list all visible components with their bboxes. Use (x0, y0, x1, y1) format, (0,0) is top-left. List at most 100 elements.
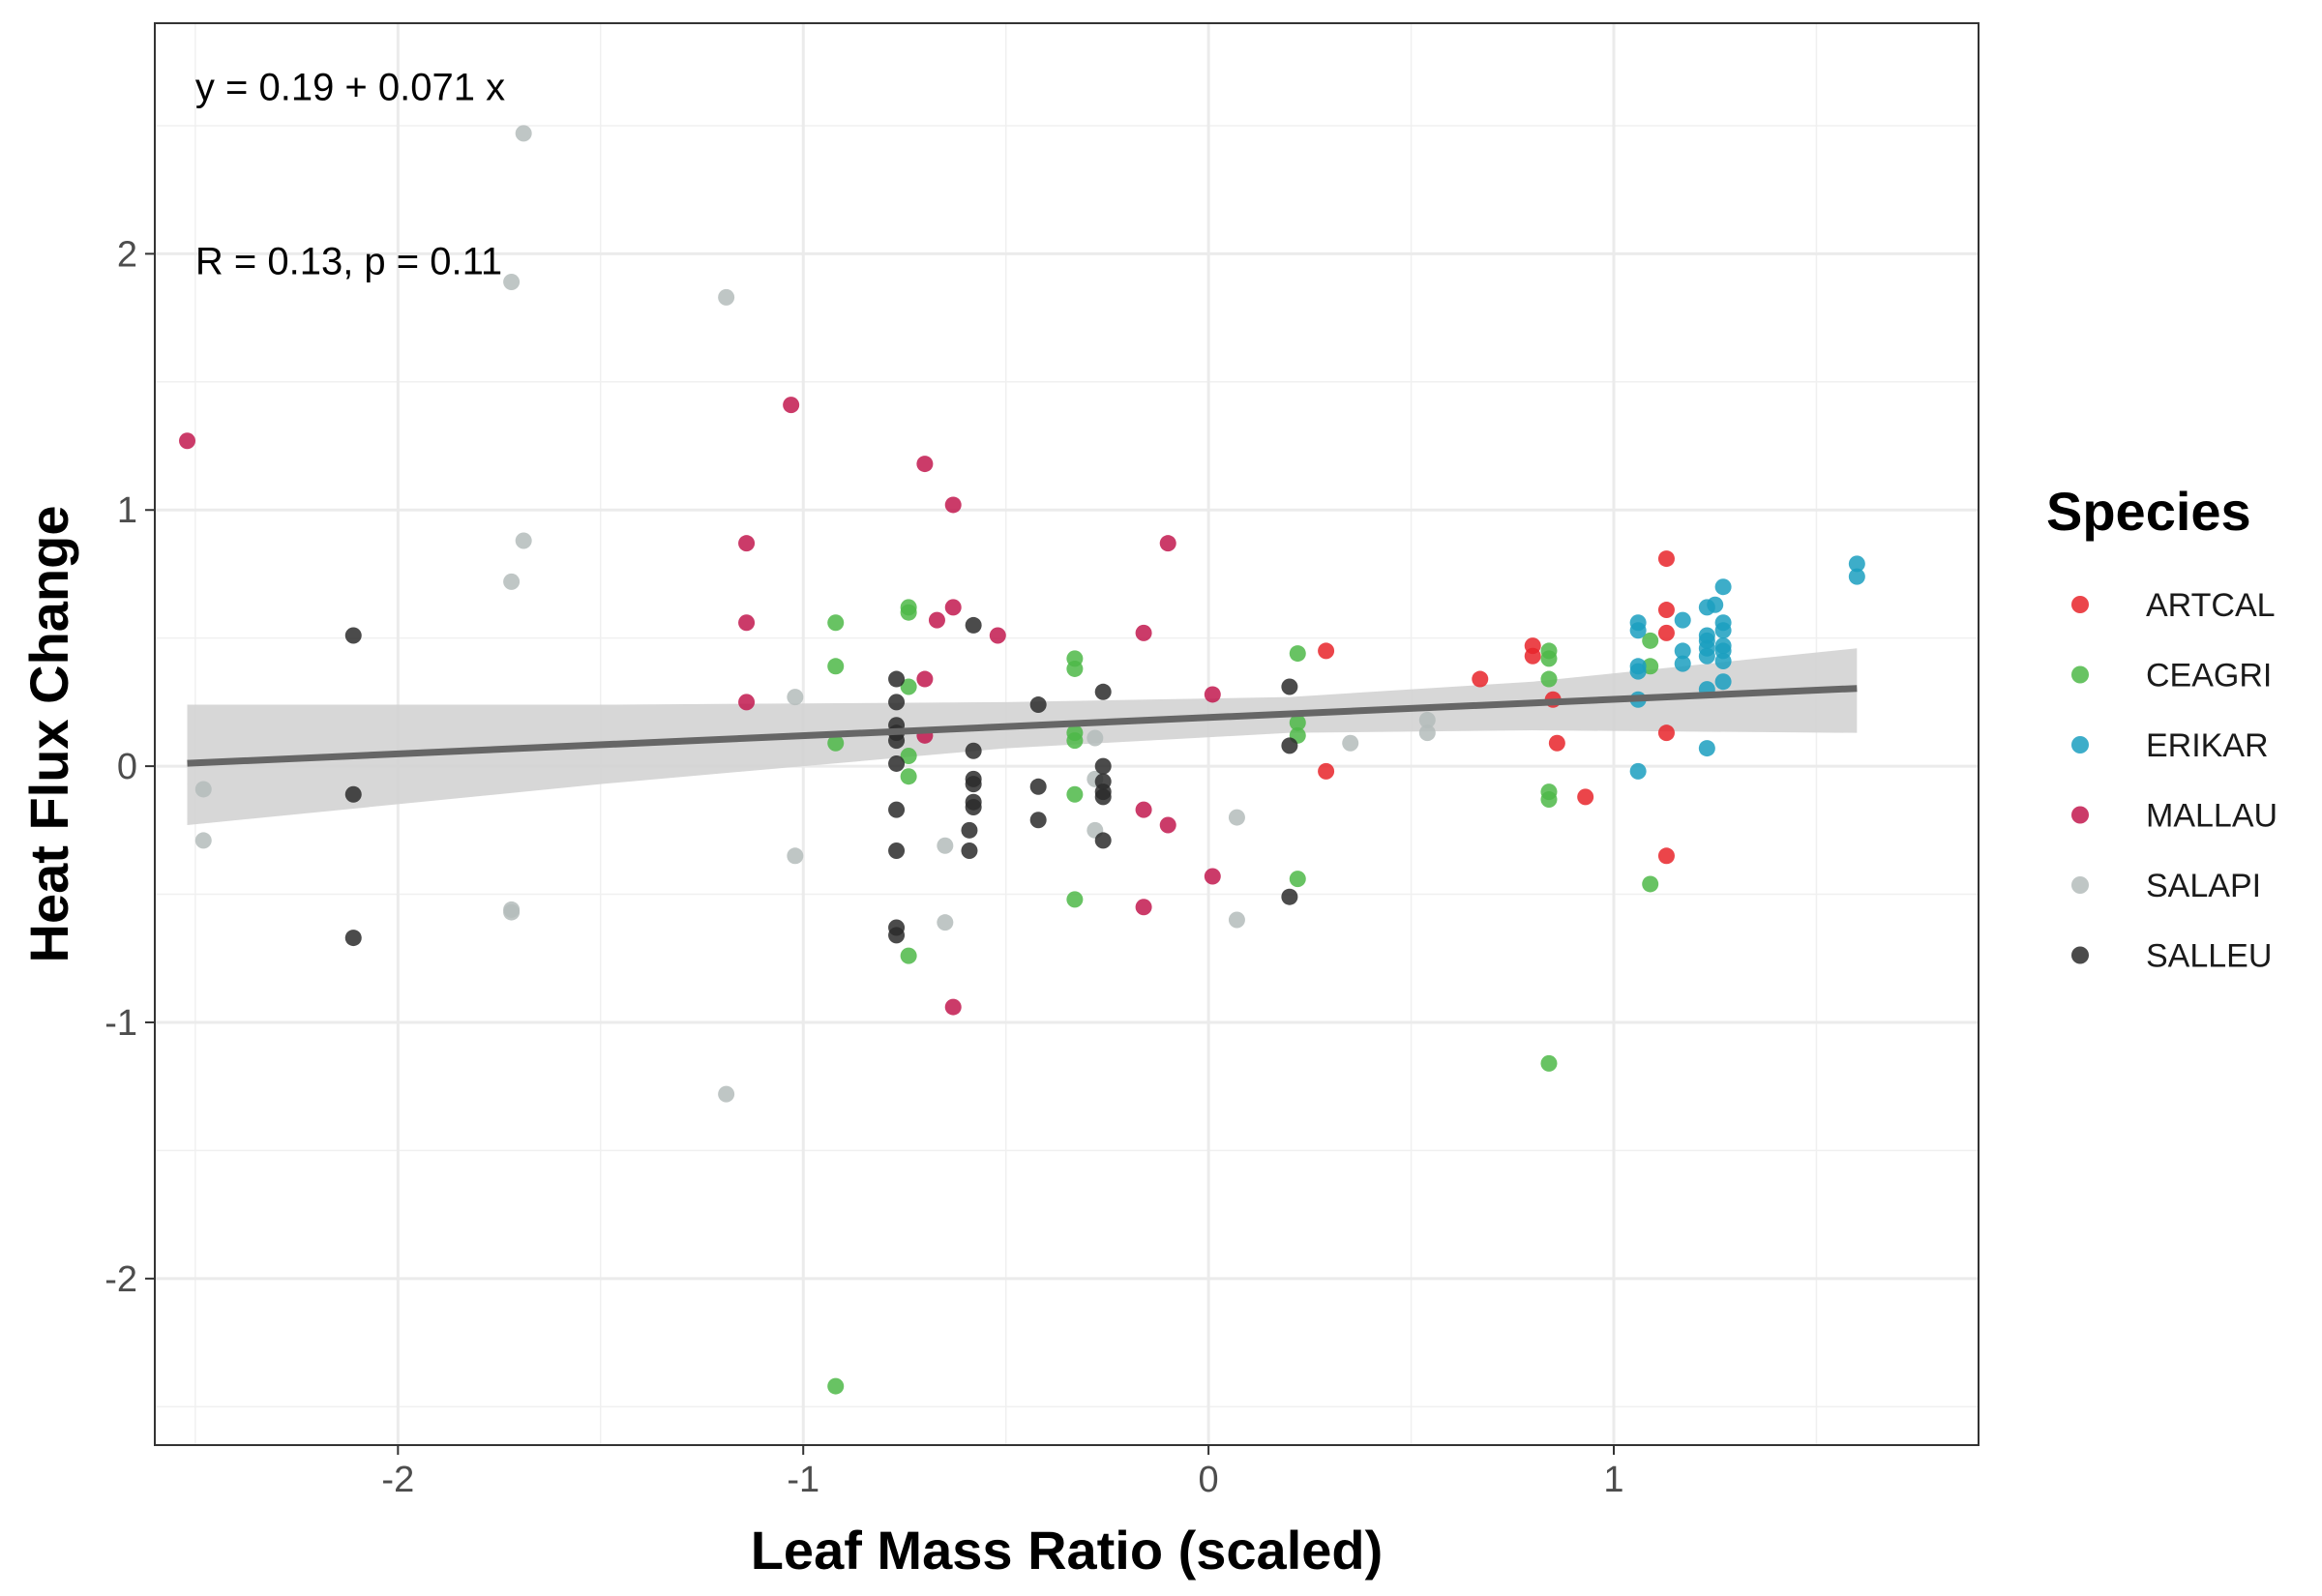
data-point (1281, 678, 1298, 695)
data-point (937, 914, 954, 931)
plot-panel-border (154, 22, 1980, 1446)
data-point (1698, 599, 1715, 616)
data-point (1714, 622, 1732, 639)
y-tick-label: -2 (104, 1259, 137, 1300)
data-point (1642, 632, 1659, 649)
legend-label-mallau: MALLAU (2146, 798, 2277, 835)
data-point (1094, 683, 1112, 700)
data-point (1204, 686, 1221, 703)
data-point (827, 1377, 845, 1395)
legend-key-salleu (2071, 946, 2089, 964)
data-point (827, 614, 845, 632)
data-point (961, 842, 978, 860)
data-point (1281, 737, 1298, 754)
data-point (1066, 732, 1084, 750)
data-point (937, 837, 954, 854)
data-point (944, 599, 962, 616)
data-point (900, 678, 917, 695)
data-point (900, 768, 917, 785)
data-point (900, 748, 917, 765)
data-point (928, 611, 945, 629)
data-point (1674, 642, 1691, 660)
data-point (827, 658, 845, 675)
legend-title: Species (2046, 481, 2251, 542)
data-point (1698, 740, 1715, 757)
series-mallau (179, 397, 1221, 1016)
data-point (1657, 847, 1675, 865)
data-point (1135, 899, 1152, 916)
x-tick-label: -1 (787, 1460, 819, 1500)
data-point (827, 734, 845, 752)
data-point (888, 927, 906, 944)
data-point (1472, 670, 1489, 688)
y-tick-label: -1 (104, 1003, 137, 1044)
data-point (1714, 653, 1732, 670)
data-point (1159, 816, 1176, 834)
data-point (1159, 535, 1176, 552)
data-point (1540, 650, 1558, 667)
data-point (1029, 696, 1047, 714)
legend-label-salapi: SALAPI (2146, 868, 2261, 904)
data-point (1087, 729, 1104, 747)
legend-label-salleu: SALLEU (2146, 938, 2272, 975)
data-point (1714, 578, 1732, 596)
data-point (989, 627, 1006, 644)
series-ceagri (827, 599, 1659, 1395)
regression-line (187, 685, 1858, 767)
data-point (965, 776, 982, 793)
data-point (888, 694, 906, 711)
data-point (1228, 809, 1245, 826)
data-point (738, 614, 756, 632)
data-point (1318, 762, 1335, 780)
data-point (1029, 778, 1047, 795)
annotation-stats: R = 0.13, p = 0.11 (195, 241, 502, 283)
legend-key-erikar (2071, 736, 2089, 754)
data-point (1714, 673, 1732, 691)
data-point (1657, 602, 1675, 619)
data-point (1642, 875, 1659, 893)
data-point (1848, 568, 1865, 585)
data-point (916, 670, 934, 688)
y-axis-title: Heat Flux Change (18, 506, 79, 963)
annotations: y = 0.19 + 0.071 x R = 0.13, p = 0.11 (195, 66, 505, 282)
axes: -2 -1 0 1 -2 -1 0 1 2 (104, 234, 1623, 1500)
data-point (888, 670, 906, 688)
data-point (888, 842, 906, 860)
legend-key-ceagri (2071, 665, 2089, 684)
data-point (1094, 832, 1112, 849)
data-point (888, 754, 906, 772)
data-point (1289, 645, 1306, 663)
data-point (344, 627, 362, 644)
x-axis-title: Leaf Mass Ratio (scaled) (751, 1520, 1384, 1581)
data-point (787, 689, 804, 706)
data-point (1066, 660, 1084, 677)
data-point (1674, 611, 1691, 629)
legend-label-erikar: ERIKAR (2146, 727, 2269, 764)
data-point (965, 798, 982, 815)
data-point (503, 903, 521, 921)
data-point (194, 781, 212, 798)
confidence-band-area (187, 648, 1858, 826)
data-point (1289, 871, 1306, 888)
x-tick-label: 0 (1199, 1460, 1219, 1500)
data-point (1698, 647, 1715, 665)
annotation-equation: y = 0.19 + 0.071 x (195, 66, 505, 108)
data-point (1342, 734, 1359, 752)
data-point (718, 1085, 735, 1103)
series-artcal (1318, 550, 1675, 865)
x-tick-label: 1 (1603, 1460, 1623, 1500)
data-point (1548, 734, 1565, 752)
data-point (1066, 891, 1084, 908)
legend-key-artcal (2071, 596, 2089, 613)
data-point (1657, 550, 1675, 568)
data-point (1540, 791, 1558, 809)
data-point (787, 847, 804, 865)
data-point (344, 785, 362, 803)
x-tick-label: -2 (381, 1460, 414, 1500)
data-point (1657, 724, 1675, 742)
data-point (961, 821, 978, 839)
data-point (783, 397, 800, 414)
data-point (944, 998, 962, 1016)
data-point (944, 496, 962, 514)
